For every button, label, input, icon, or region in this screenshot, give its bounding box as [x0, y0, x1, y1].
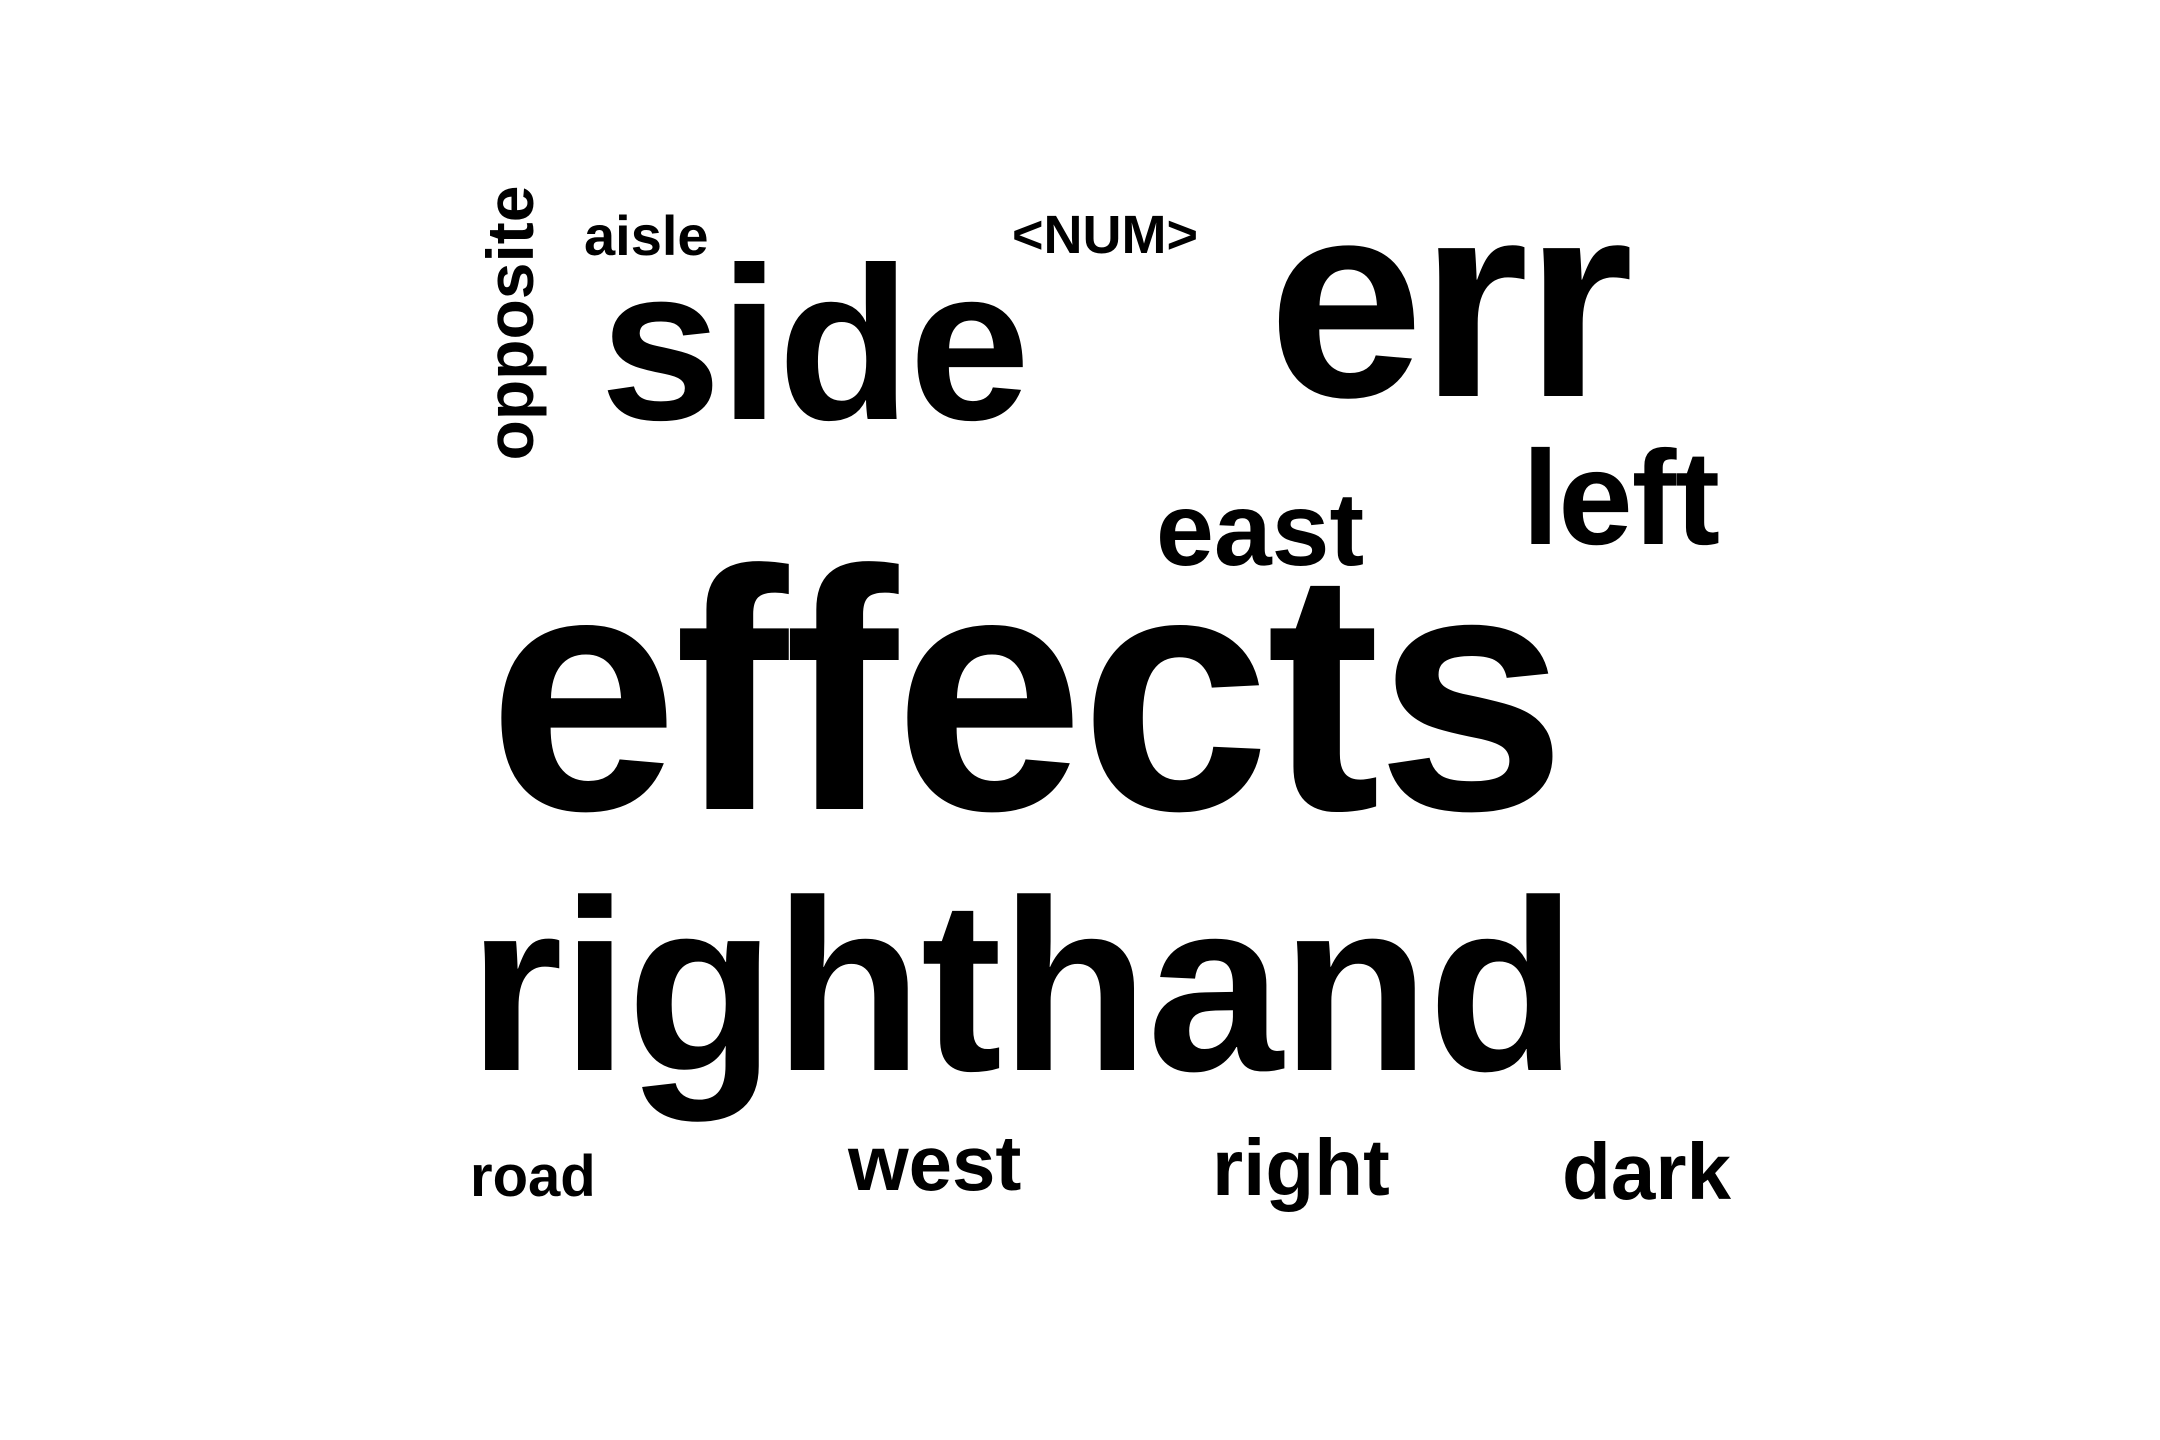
word-east: east [1156, 472, 1365, 588]
word-righthand: righthand [468, 849, 1577, 1122]
word-num: <NUM> [1012, 205, 1199, 265]
word-left: left [1522, 424, 1720, 573]
word-road: road [470, 1144, 596, 1209]
word-side: side [600, 223, 1030, 466]
word-right: right [1212, 1123, 1390, 1212]
word-err: err [1268, 144, 1634, 456]
word-west: west [848, 1119, 1022, 1207]
word-opposite: opposite [473, 185, 547, 461]
word-dark: dark [1562, 1127, 1731, 1216]
word-effects: effects [488, 500, 1566, 882]
word-aisle: aisle [584, 204, 709, 267]
